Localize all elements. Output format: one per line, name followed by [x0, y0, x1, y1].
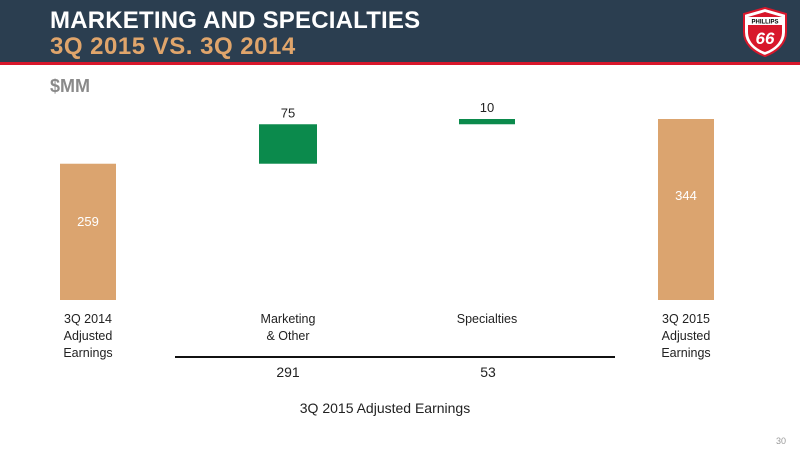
breakdown-value-0: 291 — [276, 364, 300, 380]
bar-3 — [658, 119, 714, 300]
data-label-1: 75 — [281, 105, 295, 120]
bar-0 — [60, 163, 116, 300]
breakdown-value-1: 53 — [480, 364, 496, 380]
units-label: $MM — [50, 76, 90, 96]
data-label-2: 10 — [480, 100, 494, 115]
bar-1 — [259, 124, 317, 164]
header-bar — [0, 0, 800, 62]
data-label-3: 344 — [675, 188, 697, 203]
bar-2 — [459, 119, 515, 125]
data-label-0: 259 — [77, 214, 99, 229]
phillips-66-logo-icon: PHILLIPS 66 — [743, 6, 787, 58]
category-label-0: 3Q 2014 Adjusted Earnings — [63, 312, 113, 360]
category-label-3: 3Q 2015 Adjusted Earnings — [661, 312, 711, 360]
logo-text-top: PHILLIPS — [751, 20, 778, 26]
breakdown-caption: 3Q 2015 Adjusted Earnings — [299, 400, 471, 416]
category-label-1: Marketing & Other — [260, 312, 316, 343]
header-accent-line — [0, 62, 800, 65]
breakdown-divider-line — [175, 356, 615, 358]
category-label-2: Specialties — [456, 312, 518, 326]
page-title: MARKETING AND SPECIALTIES — [50, 7, 421, 34]
page-number: 30 — [776, 436, 787, 446]
logo-text-number: 66 — [756, 29, 775, 48]
page-subtitle: 3Q 2015 VS. 3Q 2014 — [50, 33, 296, 60]
